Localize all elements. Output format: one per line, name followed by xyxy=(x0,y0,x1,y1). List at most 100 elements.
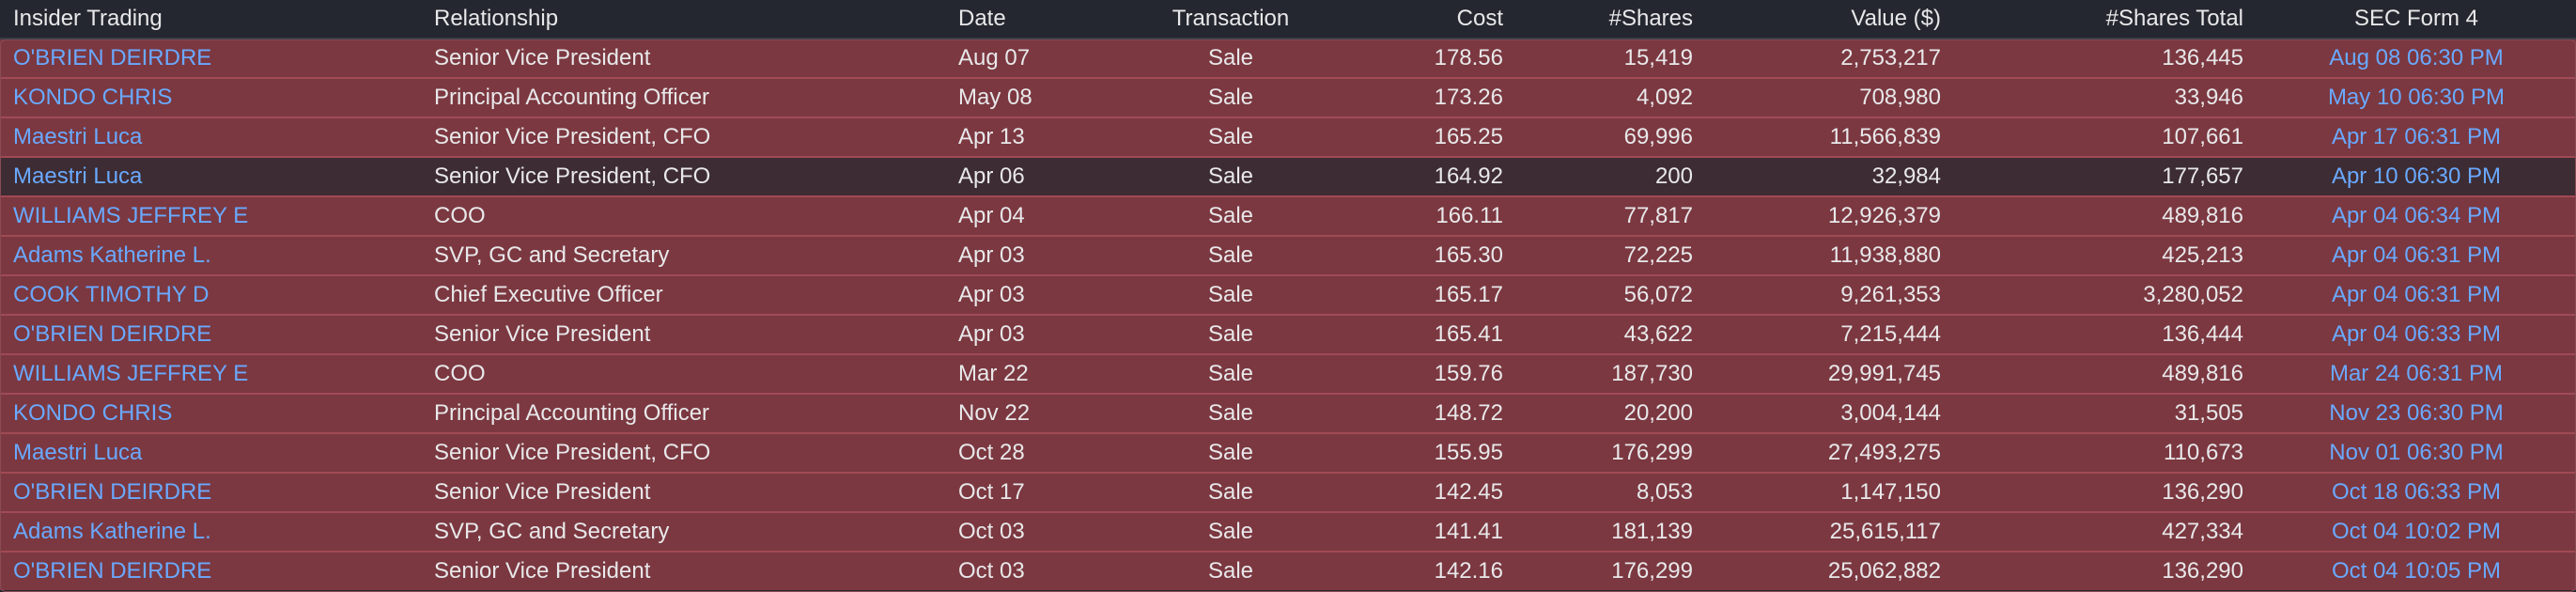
header-transaction[interactable]: Transaction xyxy=(1147,0,1314,39)
cell-insider: Maestri Luca xyxy=(0,432,421,473)
cell-transaction: Sale xyxy=(1147,117,1314,157)
sec-form-link[interactable]: Apr 04 06:31 PM xyxy=(2331,242,2502,268)
insider-link[interactable]: Maestri Luca xyxy=(13,164,143,189)
cell-date: Nov 22 xyxy=(945,393,1147,433)
cell-sec-form: May 10 06:30 PM xyxy=(2257,77,2576,117)
sec-form-link[interactable]: May 10 06:30 PM xyxy=(2327,85,2506,110)
insider-link[interactable]: Adams Katherine L. xyxy=(13,242,211,268)
cell-relationship: Senior Vice President, CFO xyxy=(421,156,945,196)
cell-sec-form: Nov 23 06:30 PM xyxy=(2257,393,2576,433)
table-row[interactable]: O'BRIEN DEIRDRE Senior Vice President Apr … xyxy=(0,314,2576,354)
cell-cost: 166.11 xyxy=(1314,195,1516,236)
sec-form-link[interactable]: Oct 04 10:05 PM xyxy=(2331,558,2502,584)
header-shares[interactable]: #Shares xyxy=(1516,0,1706,39)
cell-shares: 20,200 xyxy=(1516,393,1706,433)
insider-link[interactable]: O'BRIEN DEIRDRE xyxy=(13,45,212,70)
cell-date: Apr 03 xyxy=(945,235,1147,275)
cell-insider: WILLIAMS JEFFREY E xyxy=(0,353,421,394)
cell-shares-total: 107,661 xyxy=(1954,117,2257,157)
cell-shares-total: 136,290 xyxy=(1954,472,2257,512)
sec-form-link[interactable]: Apr 04 06:34 PM xyxy=(2331,203,2502,228)
cell-value: 27,493,275 xyxy=(1706,432,1954,473)
sec-form-link[interactable]: Apr 10 06:30 PM xyxy=(2331,164,2502,189)
table-row[interactable]: COOK TIMOTHY D Chief Executive Officer Apr… xyxy=(0,274,2576,315)
cell-shares: 56,072 xyxy=(1516,274,1706,315)
table-row[interactable]: O'BRIEN DEIRDRE Senior Vice President Oct … xyxy=(0,472,2576,512)
sec-form-link[interactable]: Aug 08 06:30 PM xyxy=(2329,45,2504,70)
sec-form-link[interactable]: Apr 04 06:31 PM xyxy=(2331,282,2502,307)
cell-value: 2,753,217 xyxy=(1706,38,1954,78)
sec-form-link[interactable]: Oct 04 10:02 PM xyxy=(2331,519,2502,544)
table-row[interactable]: WILLIAMS JEFFREY E COO Mar 22 Sale 159.76 187… xyxy=(0,353,2576,394)
header-insider[interactable]: Insider Trading xyxy=(0,0,421,39)
header-value[interactable]: Value ($) xyxy=(1706,0,1954,39)
table-row[interactable]: Maestri Luca Senior Vice President, CFO Ap… xyxy=(0,117,2576,157)
table-row[interactable]: O'BRIEN DEIRDRE Senior Vice President Aug … xyxy=(0,38,2576,78)
table-row[interactable]: KONDO CHRIS Principal Accounting Officer N… xyxy=(0,393,2576,433)
insider-link[interactable]: O'BRIEN DEIRDRE xyxy=(13,321,212,347)
table-row[interactable]: KONDO CHRIS Principal Accounting Officer M… xyxy=(0,77,2576,117)
table-row[interactable]: Adams Katherine L. SVP, GC and Secretary O… xyxy=(0,511,2576,552)
table-row[interactable]: O'BRIEN DEIRDRE Senior Vice President Oct … xyxy=(0,551,2576,590)
cell-shares: 15,419 xyxy=(1516,38,1706,78)
cell-relationship: Principal Accounting Officer xyxy=(421,393,945,433)
sec-form-link[interactable]: Nov 23 06:30 PM xyxy=(2329,400,2504,426)
table-row[interactable]: WILLIAMS JEFFREY E COO Apr 04 Sale 166.11 77,… xyxy=(0,195,2576,236)
cell-relationship: SVP, GC and Secretary xyxy=(421,511,945,552)
insider-link[interactable]: Maestri Luca xyxy=(13,440,143,465)
cell-shares-total: 425,213 xyxy=(1954,235,2257,275)
insider-link[interactable]: KONDO CHRIS xyxy=(13,85,173,110)
cell-sec-form: Oct 04 10:05 PM xyxy=(2257,551,2576,590)
cell-date: Apr 03 xyxy=(945,274,1147,315)
cell-sec-form: Apr 04 06:31 PM xyxy=(2257,235,2576,275)
cell-cost: 148.72 xyxy=(1314,393,1516,433)
cell-value: 9,261,353 xyxy=(1706,274,1954,315)
insider-link[interactable]: COOK TIMOTHY D xyxy=(13,282,209,307)
cell-date: Mar 22 xyxy=(945,353,1147,394)
cell-shares: 8,053 xyxy=(1516,472,1706,512)
insider-link[interactable]: WILLIAMS JEFFREY E xyxy=(13,203,249,228)
cell-transaction: Sale xyxy=(1147,156,1314,196)
cell-transaction: Sale xyxy=(1147,432,1314,473)
cell-insider: WILLIAMS JEFFREY E xyxy=(0,195,421,236)
cell-shares-total: 136,290 xyxy=(1954,551,2257,590)
table-row[interactable]: Maestri Luca Senior Vice President, CFO Ap… xyxy=(0,156,2576,196)
sec-form-link[interactable]: Apr 04 06:33 PM xyxy=(2331,321,2502,347)
sec-form-link[interactable]: Nov 01 06:30 PM xyxy=(2329,440,2504,465)
cell-relationship: Senior Vice President, CFO xyxy=(421,117,945,157)
cell-date: Apr 04 xyxy=(945,195,1147,236)
cell-relationship: COO xyxy=(421,353,945,394)
table-row[interactable]: Adams Katherine L. SVP, GC and Secretary A… xyxy=(0,235,2576,275)
cell-cost: 165.41 xyxy=(1314,314,1516,354)
header-date[interactable]: Date xyxy=(945,0,1147,39)
insider-link[interactable]: O'BRIEN DEIRDRE xyxy=(13,479,212,505)
insider-link[interactable]: Maestri Luca xyxy=(13,124,143,149)
header-relationship[interactable]: Relationship xyxy=(421,0,945,39)
cell-relationship: COO xyxy=(421,195,945,236)
table-body: O'BRIEN DEIRDRE Senior Vice President Aug … xyxy=(0,38,2576,590)
cell-relationship: SVP, GC and Secretary xyxy=(421,235,945,275)
sec-form-link[interactable]: Mar 24 06:31 PM xyxy=(2329,361,2504,386)
header-shares-total[interactable]: #Shares Total xyxy=(1954,0,2257,39)
cell-relationship: Senior Vice President, CFO xyxy=(421,432,945,473)
cell-shares-total: 3,280,052 xyxy=(1954,274,2257,315)
cell-relationship: Senior Vice President xyxy=(421,472,945,512)
header-cost[interactable]: Cost xyxy=(1314,0,1516,39)
sec-form-link[interactable]: Apr 17 06:31 PM xyxy=(2331,124,2502,149)
cell-value: 25,062,882 xyxy=(1706,551,1954,590)
cell-value: 7,215,444 xyxy=(1706,314,1954,354)
table-row[interactable]: Maestri Luca Senior Vice President, CFO Oc… xyxy=(0,432,2576,473)
cell-date: Apr 06 xyxy=(945,156,1147,196)
cell-shares-total: 136,444 xyxy=(1954,314,2257,354)
cell-value: 11,938,880 xyxy=(1706,235,1954,275)
cell-sec-form: Apr 04 06:31 PM xyxy=(2257,274,2576,315)
insider-link[interactable]: Adams Katherine L. xyxy=(13,519,211,544)
cell-value: 29,991,745 xyxy=(1706,353,1954,394)
insider-link[interactable]: KONDO CHRIS xyxy=(13,400,173,426)
insider-link[interactable]: WILLIAMS JEFFREY E xyxy=(13,361,249,386)
cell-cost: 155.95 xyxy=(1314,432,1516,473)
insider-link[interactable]: O'BRIEN DEIRDRE xyxy=(13,558,212,584)
sec-form-link[interactable]: Oct 18 06:33 PM xyxy=(2331,479,2502,505)
header-sec-form[interactable]: SEC Form 4 xyxy=(2257,0,2576,39)
